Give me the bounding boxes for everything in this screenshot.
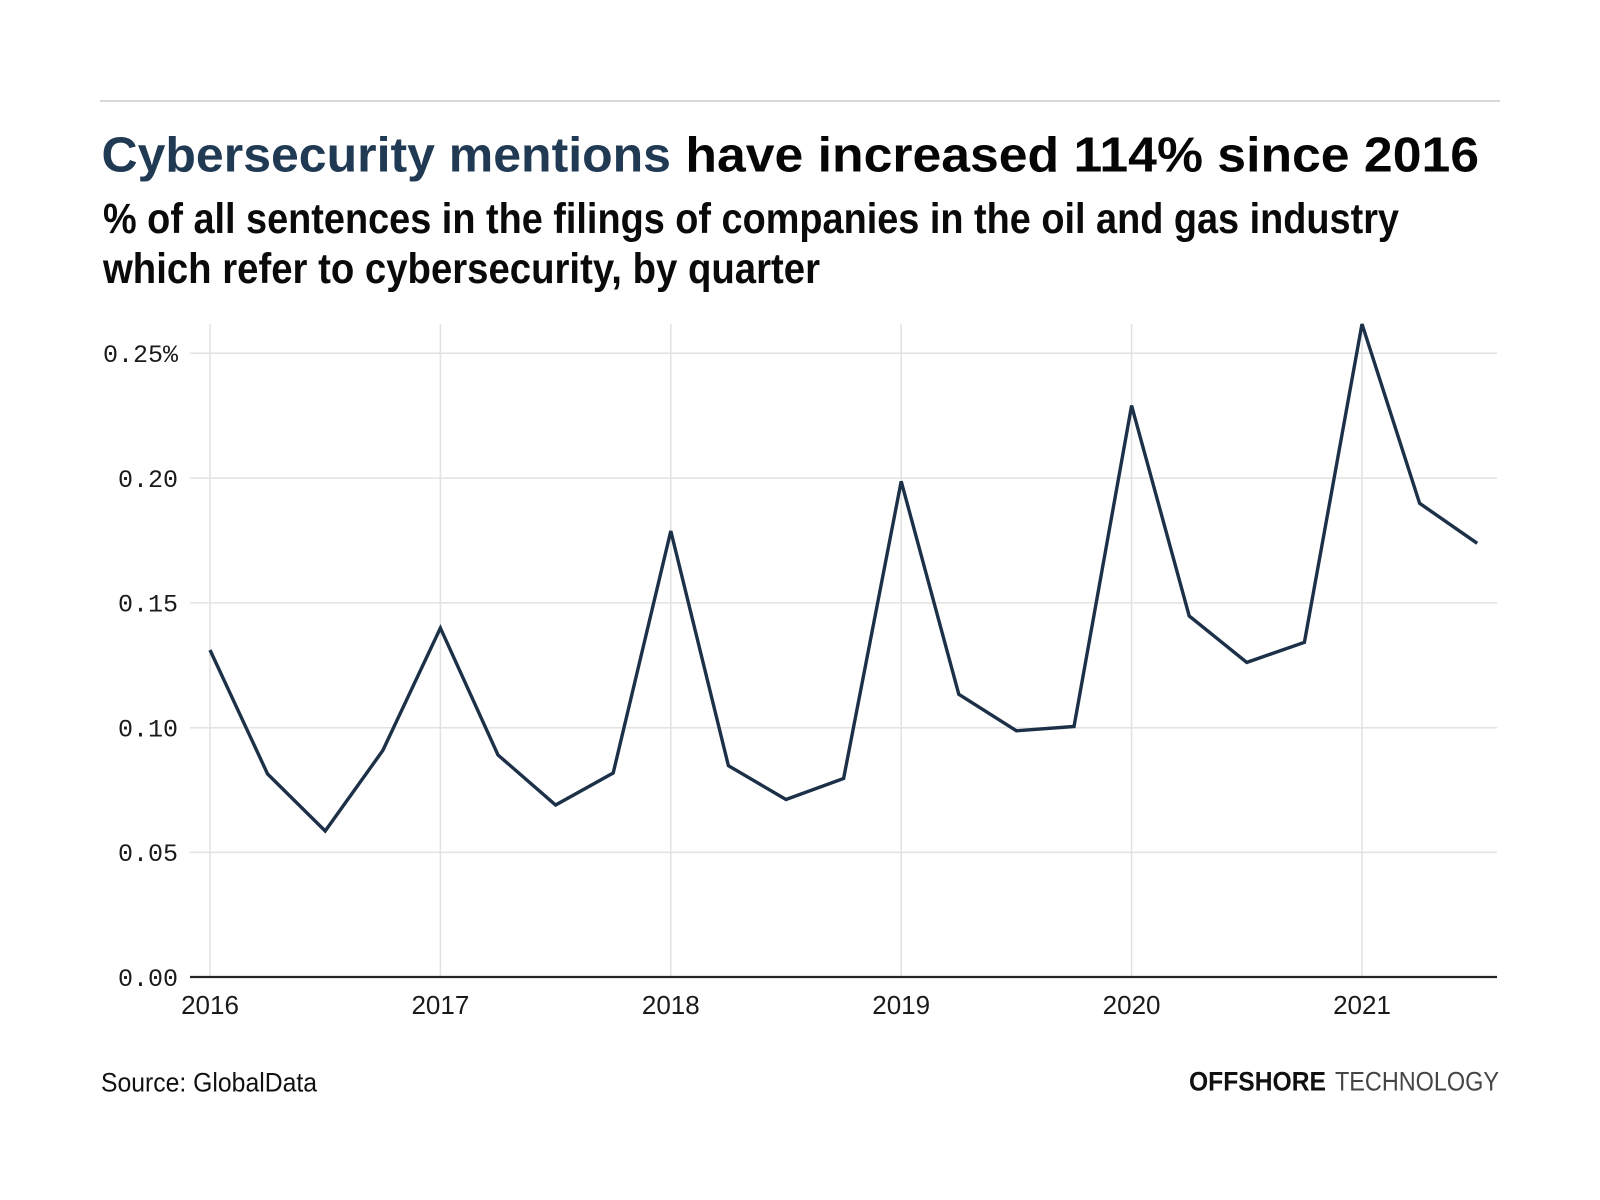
svg-text:0.15: 0.15 — [118, 591, 178, 620]
svg-text:0.00: 0.00 — [118, 965, 178, 994]
svg-text:2016: 2016 — [181, 990, 239, 1020]
svg-text:2020: 2020 — [1103, 990, 1161, 1020]
svg-text:0.10: 0.10 — [118, 716, 178, 745]
svg-text:which refer to cybersecurity,: which refer to cybersecurity, by quarter — [102, 245, 820, 293]
svg-text:2017: 2017 — [411, 990, 469, 1020]
svg-text:0.05: 0.05 — [118, 840, 178, 869]
svg-text:2019: 2019 — [872, 990, 930, 1020]
svg-text:Cybersecurity mentions have in: Cybersecurity mentions have increased 11… — [102, 129, 1480, 183]
svg-text:TECHNOLOGY: TECHNOLOGY — [1335, 1067, 1499, 1097]
svg-text:0.25%: 0.25% — [103, 341, 179, 370]
svg-text:0.20: 0.20 — [118, 466, 178, 495]
svg-text:% of all sentences in the fili: % of all sentences in the filings of com… — [103, 195, 1399, 243]
svg-text:OFFSHORE: OFFSHORE — [1189, 1067, 1326, 1097]
svg-text:Source: GlobalData: Source: GlobalData — [101, 1068, 318, 1098]
svg-text:2018: 2018 — [642, 990, 700, 1020]
svg-text:2021: 2021 — [1333, 990, 1391, 1020]
